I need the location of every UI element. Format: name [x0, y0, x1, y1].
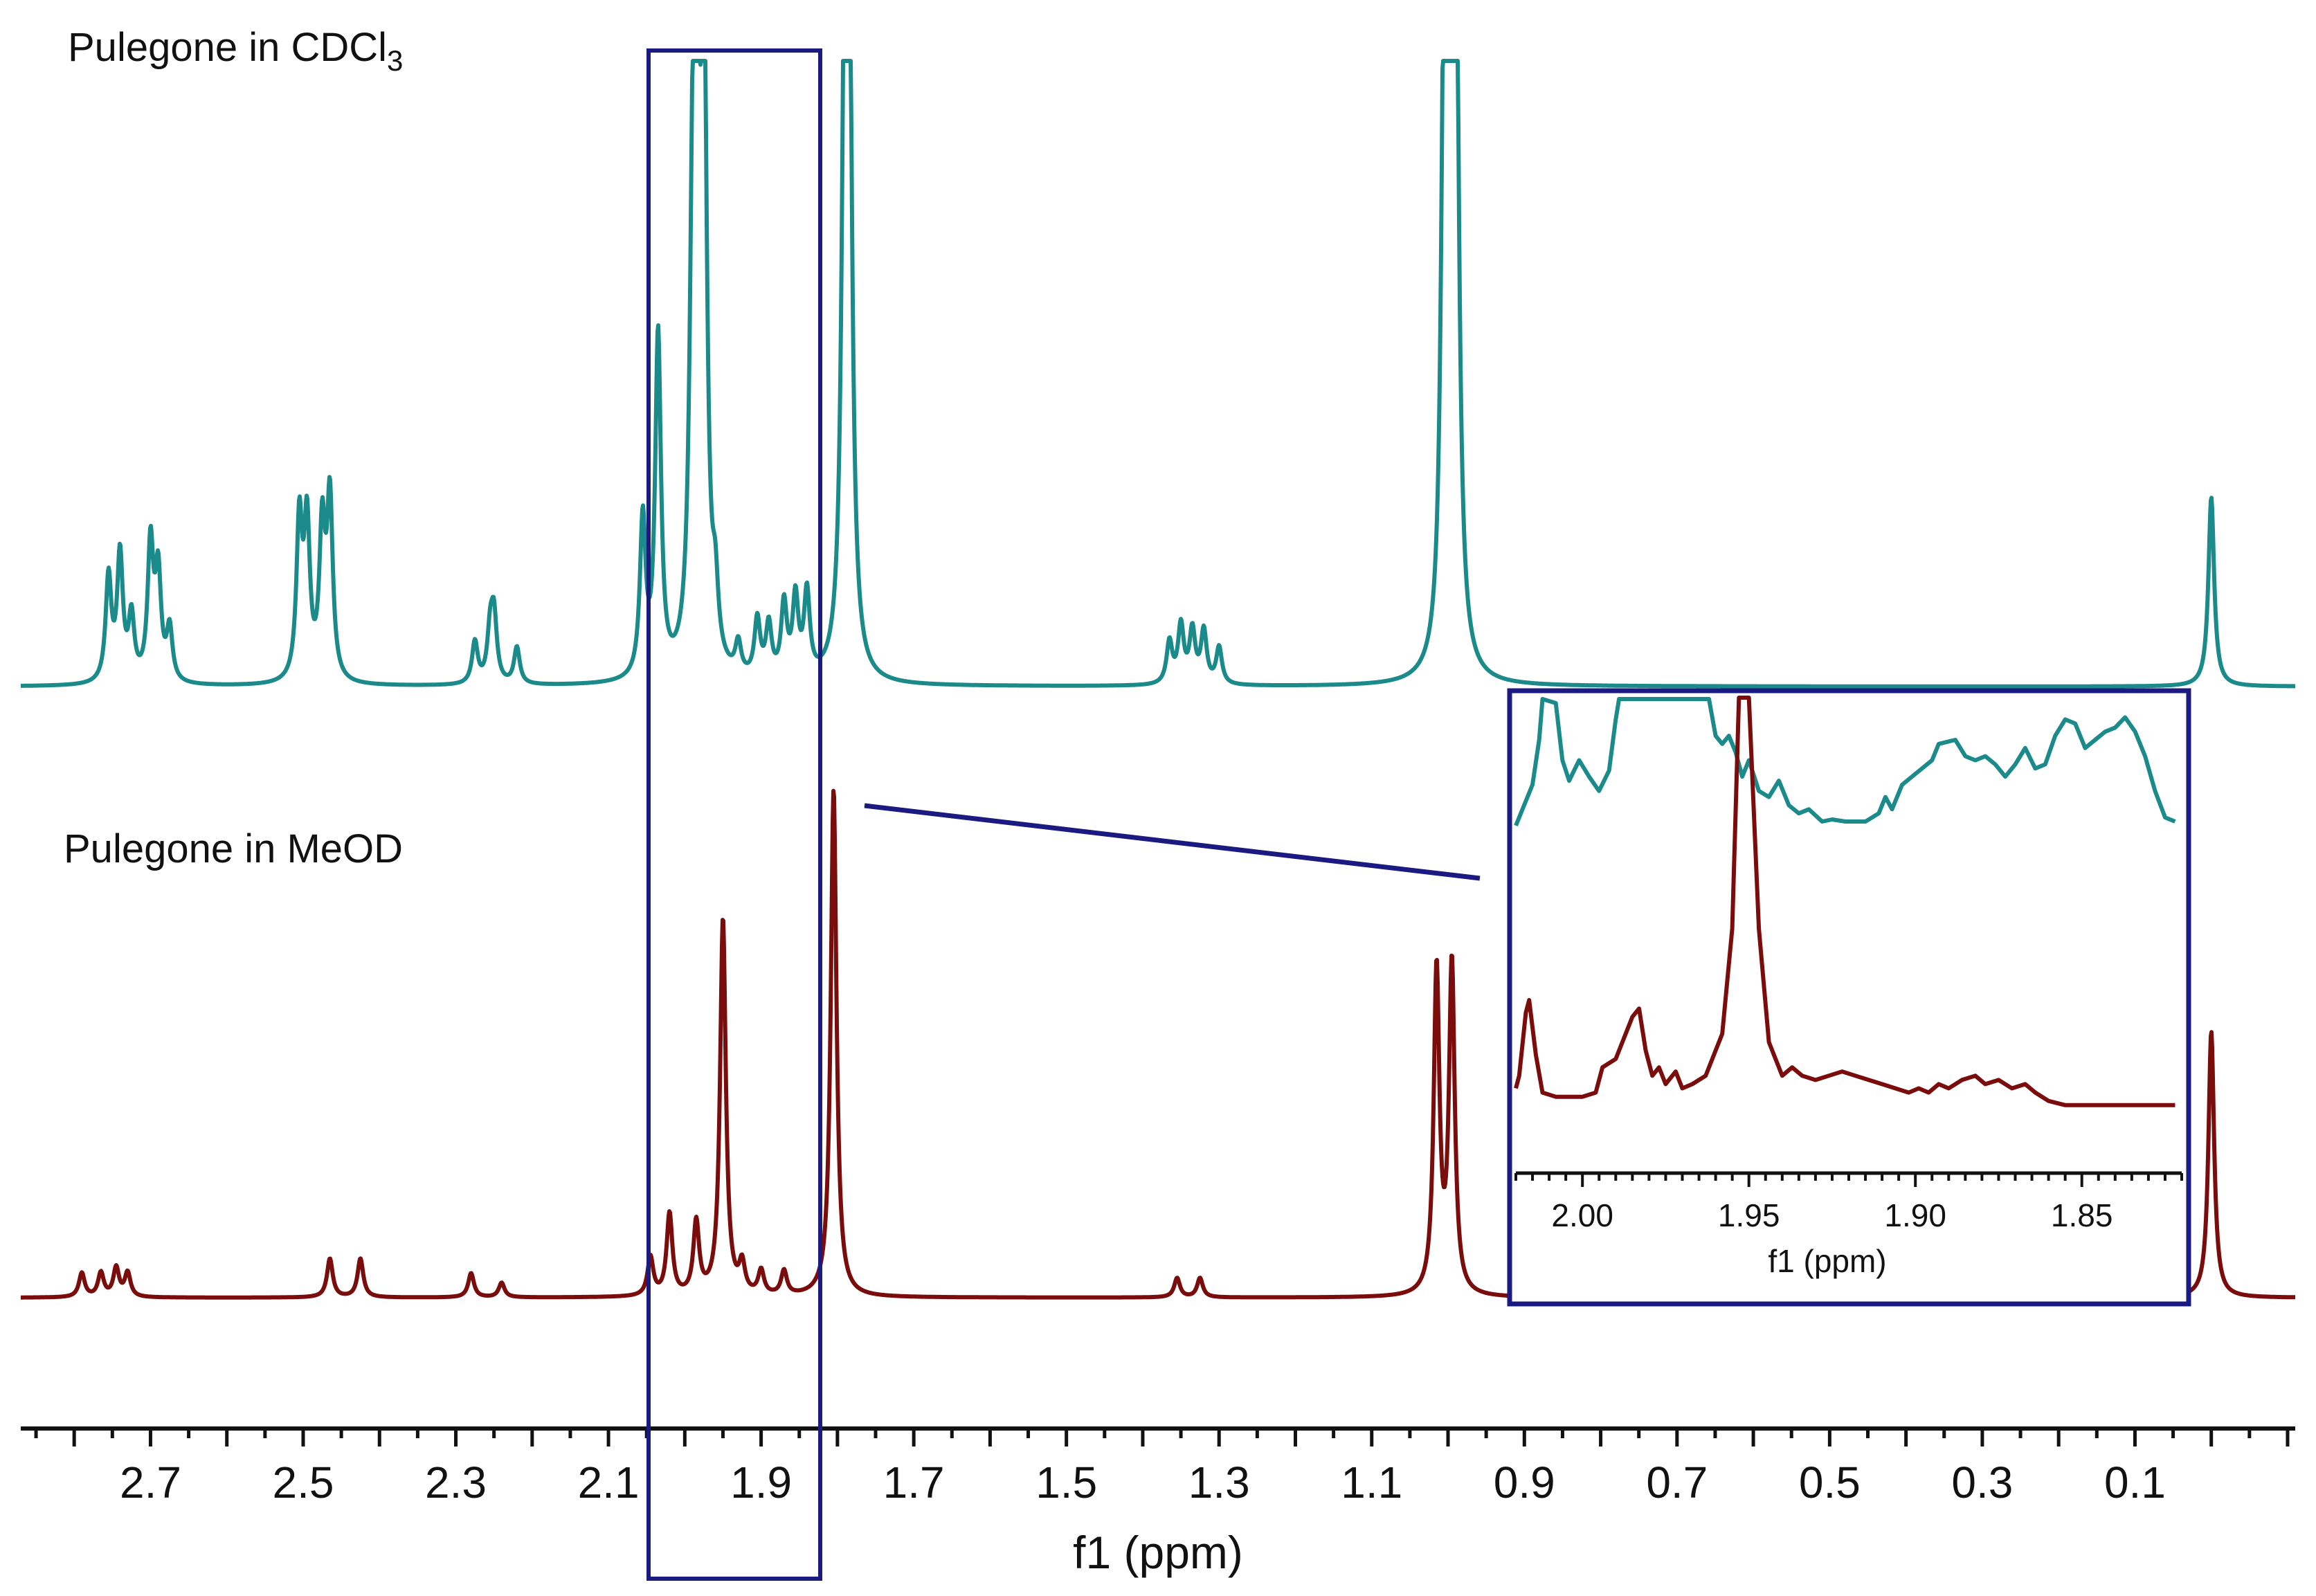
spectrum-line-cdcl3: [19, 59, 2297, 689]
inset-curves: [1514, 696, 2176, 1107]
inset-zoom-panel: 2.00 1.95 1.90 1.85 f1 (ppm): [1507, 688, 2191, 1307]
x-axis-label: f1 (ppm): [1073, 1527, 1243, 1578]
x-tick-label: 0.9: [1494, 1458, 1555, 1507]
series-label-meod: Pulegone in MeOD: [64, 826, 403, 871]
inset-x-tick-label: 2.00: [1551, 1197, 1613, 1233]
x-tick-label: 2.1: [578, 1458, 640, 1507]
highlight-region-box: [646, 48, 822, 1581]
x-tick-label: 0.3: [1951, 1458, 2013, 1507]
x-tick-label: 2.3: [425, 1458, 487, 1507]
inset-curve-meod: [1514, 696, 2175, 1107]
inset-background: [1510, 691, 2189, 1304]
zoom-connector-line: [864, 803, 1481, 881]
inset-x-axis: 2.00 1.95 1.90 1.85: [1514, 1171, 2183, 1233]
x-tick-label: 1.9: [730, 1458, 792, 1507]
x-tick-label: 1.3: [1188, 1458, 1250, 1507]
inset-x-axis-label: f1 (ppm): [1768, 1243, 1886, 1279]
x-tick-label: 2.5: [273, 1458, 334, 1507]
x-tick-label: 0.7: [1646, 1458, 1708, 1507]
inset-curve-cdcl3: [1514, 697, 2176, 827]
x-tick-label: 1.7: [883, 1458, 945, 1507]
series-label-cdcl3: Pulegone in CDCl3: [68, 25, 403, 77]
inset-frame: [1507, 688, 2191, 1307]
x-tick-label: 0.5: [1799, 1458, 1861, 1507]
inset-x-tick-label: 1.90: [1884, 1197, 1946, 1233]
x-tick-label: 1.5: [1035, 1458, 1097, 1507]
x-tick-label: 0.1: [2104, 1458, 2166, 1507]
inset-x-tick-label: 1.95: [1718, 1197, 1780, 1233]
x-tick-label: 2.7: [120, 1458, 181, 1507]
x-tick-label: 1.1: [1341, 1458, 1402, 1507]
x-axis: 2.7 2.5 2.3 2.1 1.9 1.7 1.5 1.3 1.1 0.9 0.7 0.5 0.3 0…: [21, 1426, 2295, 1507]
inset-x-tick-label: 1.85: [2051, 1197, 2113, 1233]
